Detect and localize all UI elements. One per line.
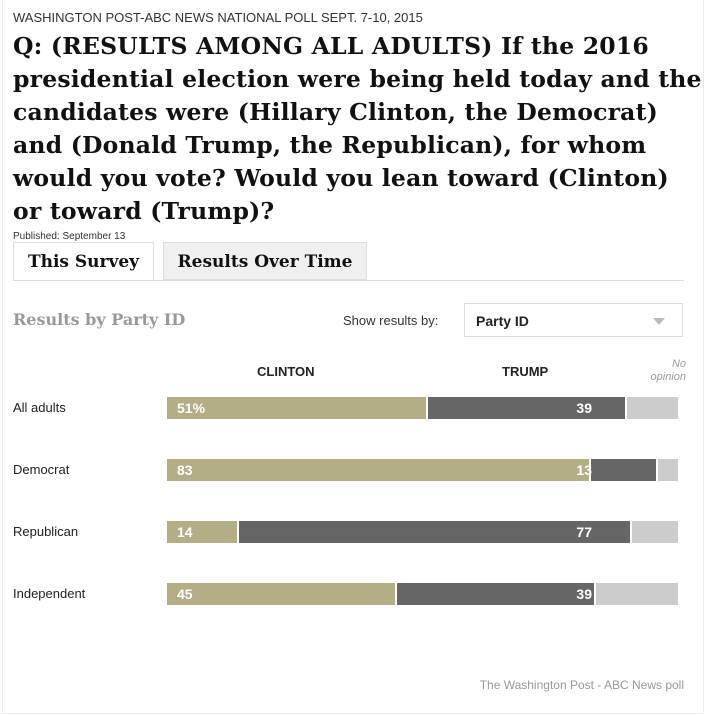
- bar-no-opinion: [626, 397, 678, 419]
- tab-this-survey[interactable]: This Survey: [13, 242, 154, 280]
- bar-no-opinion: [657, 459, 678, 481]
- bar-row: 51% 39: [167, 397, 678, 419]
- value-label-clinton: 14: [177, 524, 193, 540]
- row-label: Democrat: [13, 462, 70, 477]
- row-label: All adults: [13, 400, 66, 415]
- value-label-trump: 39: [576, 586, 592, 602]
- tab-bar: This Survey Results Over Time: [13, 242, 684, 281]
- section-title: Results by Party ID: [13, 310, 186, 329]
- bar-row: 14 77: [167, 521, 678, 543]
- show-results-label: Show results by:: [343, 313, 439, 328]
- bar-trump: [396, 583, 595, 605]
- poll-kicker: WASHINGTON POST-ABC NEWS NATIONAL POLL S…: [13, 10, 423, 25]
- poll-question: Q: (RESULTS AMONG ALL ADULTS) If the 201…: [13, 32, 702, 225]
- row-label: Republican: [13, 524, 79, 539]
- bar-clinton: [167, 583, 395, 605]
- published-date: Published: September 13: [13, 231, 126, 242]
- value-label-trump: 77: [576, 524, 592, 540]
- value-label-clinton: 45: [177, 586, 193, 602]
- bar-trump: [591, 459, 656, 481]
- row-label: Independent: [13, 586, 86, 601]
- bar-no-opinion: [632, 521, 678, 543]
- value-label-clinton: 83: [177, 462, 193, 478]
- source-credit: The Washington Post - ABC News poll: [479, 678, 684, 692]
- legend-trump: TRUMP: [502, 364, 549, 379]
- legend-no-opinion: No opinion: [650, 358, 686, 383]
- select-value: Party ID: [476, 313, 529, 329]
- chevron-down-icon: [653, 318, 665, 325]
- value-label-clinton: 51%: [177, 400, 206, 416]
- bar-trump: [238, 521, 630, 543]
- show-results-select[interactable]: Party ID: [464, 303, 683, 337]
- bar-clinton: [167, 459, 590, 481]
- bar-row: 45 39: [167, 583, 678, 605]
- value-label-trump: 13: [576, 462, 592, 478]
- legend-clinton: CLINTON: [257, 364, 315, 379]
- bar-trump: [427, 397, 625, 419]
- bar-row: 83 13: [167, 459, 678, 481]
- bar-clinton: [167, 521, 237, 543]
- bar-no-opinion: [596, 583, 678, 605]
- value-label-trump: 39: [576, 400, 592, 416]
- bar-clinton: [167, 397, 426, 419]
- tab-results-over-time[interactable]: Results Over Time: [163, 242, 367, 280]
